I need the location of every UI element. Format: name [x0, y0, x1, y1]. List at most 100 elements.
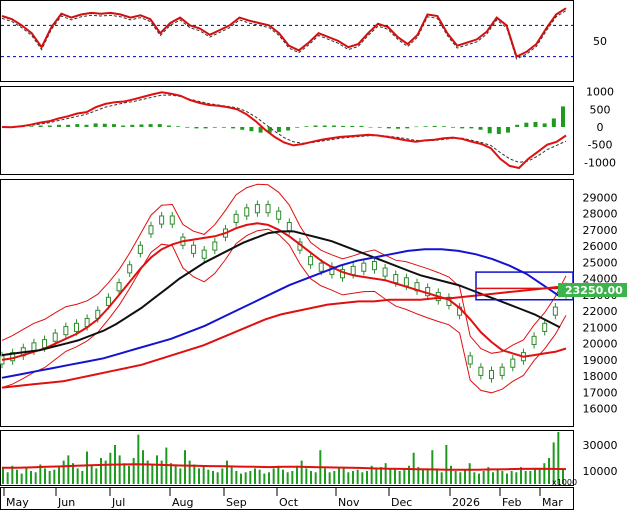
price-panel	[0, 179, 574, 427]
volume-bar	[202, 465, 205, 484]
macd-histogram-bar	[368, 126, 373, 128]
volume-bar	[375, 468, 378, 484]
volume-bar	[529, 471, 532, 484]
volume-bar	[487, 467, 490, 484]
price-candle-body	[42, 339, 48, 349]
macd-histogram-bar	[157, 124, 162, 127]
price-tick-label-21000: 21000	[583, 321, 618, 334]
price-candle-body	[403, 277, 409, 287]
price-tick-label-25000: 25000	[583, 256, 618, 269]
volume-bar	[184, 450, 186, 484]
volume-bar	[226, 460, 228, 484]
volume-bar	[142, 450, 144, 484]
volume-bar	[81, 471, 84, 484]
volume-bar	[67, 455, 70, 484]
volume-bar	[347, 472, 350, 484]
volume-bar	[366, 471, 368, 484]
x-axis-label-jun: Jun	[57, 496, 75, 509]
ma50-line	[1, 230, 561, 357]
volume-bar	[268, 472, 270, 484]
price-candle-body	[52, 332, 58, 342]
macd-histogram-bar	[212, 126, 217, 128]
volume-bar	[356, 469, 359, 484]
volume-bar	[86, 451, 88, 484]
price-candle-body	[489, 370, 495, 380]
volume-bar	[62, 460, 65, 484]
volume-bar	[132, 458, 135, 484]
volume-ma-line	[2, 463, 567, 471]
volume-bar	[258, 469, 261, 484]
macd-histogram-bar	[496, 126, 501, 135]
volume-bar	[249, 471, 252, 484]
price-tick-label-18000: 18000	[583, 370, 618, 383]
volume-bar	[296, 465, 298, 484]
volume-bar	[450, 465, 452, 484]
macd-histogram-bar	[185, 126, 190, 128]
volume-bar	[501, 471, 504, 484]
volume-bar	[520, 467, 522, 484]
price-candle-body	[105, 296, 111, 306]
volume-bar	[282, 469, 284, 484]
macd-histogram-bar	[551, 118, 556, 127]
volume-bar	[534, 468, 536, 484]
macd-tick-label-0: 0	[597, 121, 604, 134]
price-tick-label-16000: 16000	[583, 403, 618, 416]
volume-bar	[552, 442, 555, 484]
volume-bar	[240, 473, 242, 484]
price-tick-label-22000: 22000	[583, 305, 618, 318]
macd-histogram-bar	[359, 125, 364, 127]
volume-bar	[104, 460, 107, 484]
rsi-signal-line	[1, 10, 567, 60]
volume-bar	[352, 471, 354, 484]
volume-bar	[515, 472, 518, 484]
macd-histogram-bar	[56, 124, 61, 127]
macd-histogram-bar	[286, 126, 291, 131]
price-candle-body	[137, 244, 143, 254]
macd-histogram-bar	[194, 126, 199, 129]
volume-bar	[464, 469, 466, 484]
macd-histogram-bar	[441, 126, 446, 127]
volume-bar	[11, 465, 14, 484]
volume-bar	[118, 455, 121, 484]
price-candle-body	[308, 256, 314, 266]
volume-bar	[277, 465, 280, 484]
volume-bar	[305, 468, 308, 484]
macd-histogram-bar	[506, 126, 511, 133]
macd-line	[1, 91, 567, 170]
price-candle-body	[159, 215, 165, 225]
price-candle-body	[542, 322, 548, 332]
x-axis-label-2026: 2026	[452, 496, 480, 509]
volume-bar	[34, 472, 37, 484]
volume-bar	[128, 465, 130, 484]
macd-histogram-bar	[386, 126, 391, 129]
macd-histogram-bar	[249, 126, 254, 132]
price-candle-body	[31, 342, 37, 352]
volume-bar	[221, 468, 224, 484]
x-axis-label-feb: Feb	[502, 496, 521, 509]
price-candle-body	[361, 262, 367, 272]
macd-histogram-bar	[111, 124, 116, 127]
chart-marks: 50 1000 500 0 -500 -1000 29000 28000 27000 26000 2…	[0, 7, 618, 509]
volume-bar	[510, 471, 513, 484]
volume-bar	[473, 472, 476, 484]
macd-tick-label--1000: -1000	[584, 156, 616, 169]
price-candle-body	[191, 244, 197, 254]
price-tick-label-26000: 26000	[583, 240, 618, 253]
price-candle-body	[499, 366, 505, 376]
macd-histogram-bar	[478, 126, 483, 130]
volume-bar	[459, 472, 462, 484]
macd-histogram-bar	[38, 125, 43, 127]
x-axis-label-oct: Oct	[279, 496, 299, 509]
current-price-label: 23250.00	[565, 284, 623, 297]
volume-bar	[394, 469, 396, 484]
macd-histogram-bar	[29, 126, 34, 127]
volume-bar	[557, 432, 560, 484]
macd-histogram-bar	[350, 125, 355, 127]
volume-bar	[431, 450, 434, 484]
volume-bar	[445, 445, 448, 484]
volume-bar	[272, 468, 275, 484]
volume-bar	[193, 464, 196, 484]
volume-bar	[30, 471, 32, 484]
volume-bar	[198, 468, 200, 484]
